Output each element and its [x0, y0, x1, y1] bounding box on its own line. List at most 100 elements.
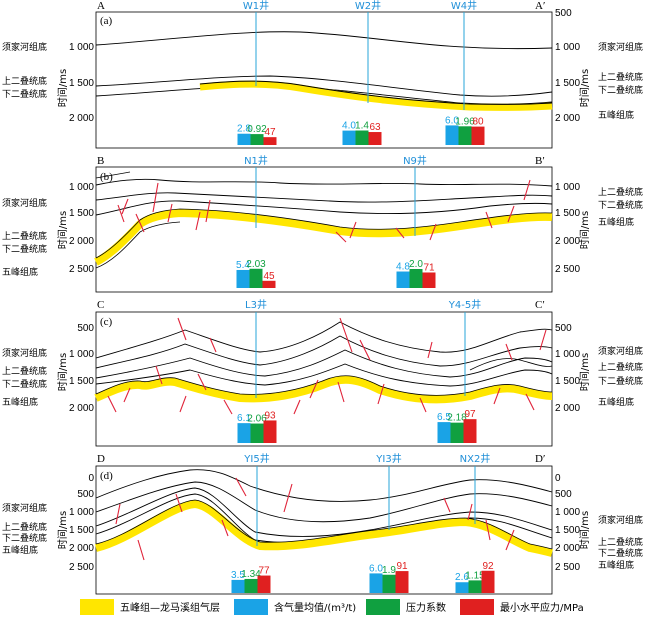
- pressure-bar: [458, 126, 472, 145]
- stress-value-label: 77: [258, 566, 270, 577]
- tick-left: 2 500: [69, 264, 94, 275]
- fault-lines: [107, 179, 547, 561]
- tick-right: 500: [555, 489, 572, 500]
- gas-value-label: 6.5: [437, 412, 451, 423]
- tick-right: 2 000: [555, 113, 580, 124]
- fault-line: [339, 317, 353, 353]
- tick-left: 1 500: [69, 376, 94, 387]
- fault-line: [175, 493, 183, 513]
- pressure-bar: [409, 269, 423, 288]
- gas-layer-wufeng: [199, 80, 553, 111]
- horizon-label-right: 下二叠统底: [598, 547, 643, 559]
- fault-line: [235, 477, 247, 497]
- fault-line: [283, 483, 293, 513]
- stress-value-label: 45: [263, 271, 275, 282]
- tick-right: 1 500: [555, 525, 580, 536]
- horizon-label-right: 上二叠统底: [598, 71, 643, 83]
- horizon-lower-permian: [95, 363, 553, 387]
- fault-line: [197, 373, 207, 391]
- tick-left: 1 000: [69, 42, 94, 53]
- tick-left: 1 000: [69, 507, 94, 518]
- horizon-label-left: 下二叠统底: [2, 532, 47, 544]
- horizon-label-left: 上二叠统底: [2, 230, 47, 242]
- horizon-label-right: 须家河组底: [598, 514, 643, 526]
- fault-line: [293, 399, 301, 415]
- gas-bar: [396, 271, 410, 288]
- fault-line: [429, 223, 437, 241]
- gas-value-label: 6.1: [237, 413, 251, 424]
- gas-bar: [237, 423, 251, 443]
- well-bar-group: 6.0 1.9 91: [369, 561, 409, 593]
- tick-right: 1 000: [555, 182, 580, 193]
- corner-right-a: A′: [535, 0, 545, 12]
- fault-line: [525, 393, 535, 411]
- pressure-bar: [250, 423, 264, 443]
- horizon-wufeng: [95, 208, 553, 259]
- tick-left: 0: [88, 473, 94, 484]
- pressure-bar: [468, 580, 482, 593]
- horizon-label-right: 下二叠统底: [598, 375, 643, 387]
- horizon-label-left: 须家河组底: [2, 197, 47, 209]
- panel-frame: [95, 166, 553, 293]
- gas-value-label: 4.8: [396, 262, 410, 273]
- horizon-label-left: 上二叠统底: [2, 75, 47, 87]
- gas-value-label: 3.5: [231, 570, 245, 581]
- stress-value-label: 97: [464, 409, 476, 420]
- horizon-minor: [469, 358, 553, 371]
- pressure-bar: [249, 268, 263, 288]
- fault-line: [505, 529, 515, 551]
- horizon-label-right: 五峰组底: [598, 216, 634, 228]
- pressure-value-label: 2.18: [447, 413, 467, 424]
- panel-d: D D′ (d) YI5井 YI3井 NX2井 0 500 1 000 1 50…: [2, 452, 643, 595]
- well-label: N9井: [403, 154, 427, 167]
- stress-value-label: 91: [396, 561, 408, 572]
- well-bar-group: 4.0 1.4 63: [342, 121, 382, 145]
- gas-layer-wufeng: [94, 499, 553, 557]
- gas-bar: [237, 133, 251, 145]
- fault-line: [195, 211, 201, 231]
- gas-value-label: 6.0: [369, 563, 383, 574]
- horizon-label-left: 须家河组底: [2, 41, 47, 53]
- horizon-label-right: 下二叠统底: [598, 84, 643, 96]
- fault-line: [309, 379, 319, 399]
- fault-line: [507, 205, 515, 223]
- pressure-bar: [382, 574, 396, 593]
- fault-line: [221, 519, 229, 537]
- well-label: YI5井: [243, 452, 269, 465]
- tick-left: 1 500: [69, 208, 94, 219]
- stress-value-label: 80: [472, 117, 484, 128]
- fault-line: [485, 211, 493, 229]
- horizon-wufeng: [95, 499, 553, 550]
- stress-bar: [257, 575, 271, 593]
- fault-line: [467, 503, 473, 521]
- fault-line: [349, 221, 357, 239]
- horizon-label-left: 下二叠统底: [2, 243, 47, 255]
- horizon-xujiahe: [95, 321, 553, 359]
- fault-line: [359, 339, 371, 361]
- tick-right: 2 000: [555, 403, 580, 414]
- well-label: N1井: [244, 154, 268, 167]
- tick-left: 2 000: [69, 543, 94, 554]
- fault-line: [335, 231, 347, 243]
- tick-right: 2 000: [555, 543, 580, 554]
- legend-label: 含气量均值/(m³/t): [274, 601, 356, 614]
- horizon-label-right: 五峰组底: [598, 109, 634, 121]
- tick-right: 500: [555, 323, 572, 334]
- axis-title-right: 时间/ms: [578, 211, 591, 249]
- horizon-label-left: 五峰组底: [2, 266, 38, 278]
- stress-bar: [463, 419, 477, 443]
- gas-bar: [231, 579, 245, 593]
- tick-right: 500: [555, 8, 572, 19]
- corner-left-b: B: [97, 155, 104, 167]
- gas-layer-wufeng: [94, 375, 553, 404]
- well-bar-group: 4.8 2.0 71: [396, 259, 436, 288]
- stress-bar: [422, 272, 436, 288]
- tick-right: 0: [555, 473, 561, 484]
- stress-bar: [263, 137, 277, 145]
- well-label: W2井: [355, 0, 381, 12]
- gas-bar: [236, 269, 250, 288]
- legend-label: 压力系数: [406, 601, 446, 614]
